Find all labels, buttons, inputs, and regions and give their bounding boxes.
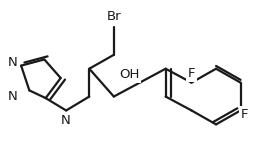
Text: N: N [61, 114, 71, 127]
Text: N: N [8, 90, 18, 103]
Text: N: N [8, 56, 18, 69]
Text: OH: OH [119, 68, 140, 81]
Text: Br: Br [107, 10, 121, 23]
Text: F: F [188, 67, 195, 80]
Text: F: F [241, 108, 248, 121]
